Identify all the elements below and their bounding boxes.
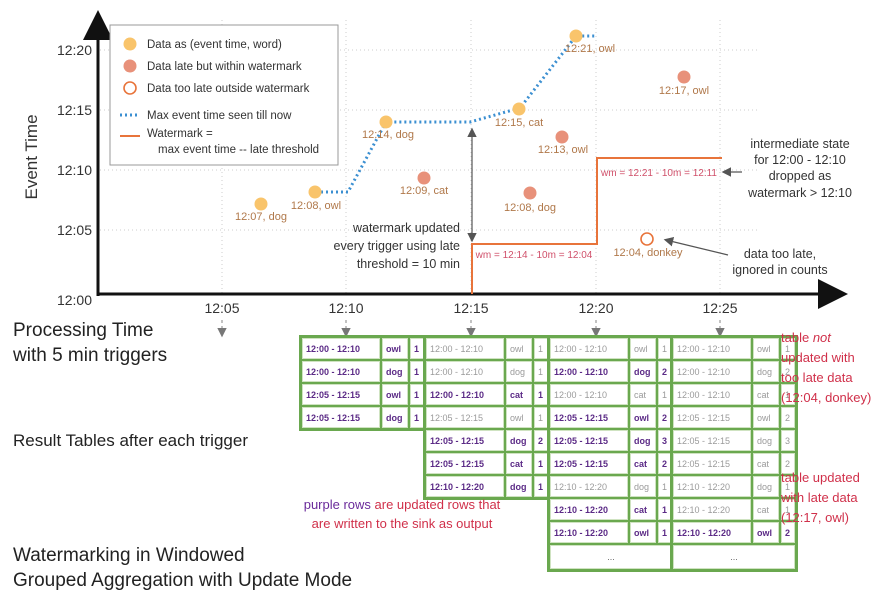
table-row: 12:10 - 12:20 cat 1 [550, 499, 672, 520]
result-table-12-25: 12:00 - 12:10 owl 1 12:00 - 12:10 dog 2 12:0… [670, 335, 798, 572]
point-label: 12:13, owl [538, 144, 588, 156]
point-label: 12:08, dog [504, 202, 556, 214]
wm-updated-note: every trigger using late [334, 239, 461, 253]
table-row: 12:05 - 12:15 dog 1 [302, 407, 424, 428]
table-row: 12:10 - 12:20 owl 2 [673, 522, 795, 543]
x-tick: 12:15 [453, 300, 488, 316]
diagram-title: Watermarking in Windowed Grouped Aggrega… [13, 545, 353, 591]
table-row: 12:05 - 12:15 dog 2 [426, 430, 548, 451]
point-12-21-owl [569, 29, 583, 43]
legend-max-event: Max event time seen till now [147, 110, 292, 122]
table-row: 12:05 - 12:15 owl 2 [550, 407, 672, 428]
purple-rows-note: purple rows are updated rows that are wr… [303, 497, 501, 531]
table-row: 12:10 - 12:20 dog 1 [550, 476, 672, 497]
points [254, 29, 691, 246]
table-row: 12:00 - 12:10 cat 1 [550, 384, 672, 405]
table-row: 12:05 - 12:15 owl 1 [426, 407, 548, 428]
point-12-09-cat [417, 171, 431, 185]
table-row: 12:05 - 12:15 owl 2 [673, 407, 795, 428]
y-tick: 12:20 [57, 42, 92, 58]
table-row: 12:05 - 12:15 dog 3 [673, 430, 795, 451]
legend: Data as (event time, word) Data late but… [109, 24, 339, 166]
table-row: 12:10 - 12:20 cat 1 [673, 499, 795, 520]
too-late-arrow [663, 237, 729, 256]
point-12-08-dog [523, 186, 537, 200]
table-row-ellipsis: ... [673, 545, 795, 569]
result-table-12-20: 12:00 - 12:10 owl 1 12:00 - 12:10 dog 2 12:0… [547, 335, 675, 572]
table-row: 12:05 - 12:15 cat 2 [673, 453, 795, 474]
y-tick: 12:00 [57, 292, 92, 308]
x-tick: 12:10 [328, 300, 363, 316]
y-axis-label: Event Time [22, 114, 41, 199]
intermediate-note: dropped as [769, 169, 832, 183]
table-row: 12:00 - 12:10 dog 2 [550, 361, 672, 382]
max-event-time-line [316, 34, 596, 194]
intermediate-note: intermediate state [750, 137, 849, 151]
table-row: 12:00 - 12:10 dog 1 [302, 361, 424, 382]
intermediate-note: watermark > 12:10 [747, 186, 852, 200]
table-row: 12:05 - 12:15 dog 3 [550, 430, 672, 451]
wm-updated-note: threshold = 10 min [357, 257, 460, 271]
table-row-ellipsis: ... [550, 545, 672, 569]
table-row: 12:05 - 12:15 cat 1 [426, 453, 548, 474]
wm-updated-note: watermark updated [352, 221, 460, 235]
table-row: 12:05 - 12:15 owl 1 [302, 384, 424, 405]
legend-too-late: Data too late outside watermark [147, 83, 310, 95]
point-12-17-owl [677, 70, 691, 84]
point-label: 12:07, dog [235, 211, 287, 223]
result-tables-caption: Result Tables after each trigger [13, 431, 248, 450]
point-12-14-dog [379, 115, 393, 129]
legend-watermark: Watermark = [147, 128, 213, 140]
legend-late: Data late but within watermark [147, 61, 302, 73]
point-12-04-donkey [640, 232, 654, 246]
table-row: 12:00 - 12:10 owl 1 [302, 338, 424, 359]
too-late-note: ignored in counts [732, 263, 827, 277]
x-tick: 12:25 [702, 300, 737, 316]
point-label: 12:09, cat [400, 185, 448, 197]
table-row: 12:00 - 12:10 cat 1 [426, 384, 548, 405]
not-updated-note: table not updated with too late data (12… [781, 330, 872, 405]
updated-note: table updated with late data (12:17, owl… [781, 470, 860, 525]
point-label: 12:14, dog [362, 129, 414, 141]
point-label: 12:21, owl [565, 43, 615, 55]
result-table-12-15: 12:00 - 12:10 owl 1 12:00 - 12:10 dog 1 12:0… [423, 335, 551, 500]
watermark-label-1: wm = 12:14 - 10m = 12:04 [475, 250, 593, 261]
table-row: 12:10 - 12:20 owl 1 [550, 522, 672, 543]
trigger-interval-label: with 5 min triggers [13, 345, 168, 366]
table-row: 12:05 - 12:15 cat 2 [550, 453, 672, 474]
legend-data: Data as (event time, word) [147, 39, 282, 51]
point-12-08-owl [308, 185, 322, 199]
watermark-label-2: wm = 12:21 - 10m = 12:11 [600, 168, 717, 179]
y-tick: 12:15 [57, 102, 92, 118]
result-table-12-10: 12:00 - 12:10 owl 1 12:00 - 12:10 dog 1 12:0… [299, 335, 427, 431]
table-row: 12:00 - 12:10 owl 1 [426, 338, 548, 359]
table-row: 12:00 - 12:10 dog 1 [426, 361, 548, 382]
x-tick: 12:20 [578, 300, 613, 316]
watermark-line [471, 157, 722, 294]
table-row: 12:10 - 12:20 dog 1 [426, 476, 548, 497]
y-tick: 12:10 [57, 162, 92, 178]
y-tick: 12:05 [57, 222, 92, 238]
legend-watermark-formula: max event time -- late threshold [158, 144, 319, 156]
point-label: 12:04, donkey [613, 247, 683, 259]
point-12-15-cat [512, 102, 526, 116]
table-row: 12:00 - 12:10 owl 1 [673, 338, 795, 359]
table-row: 12:10 - 12:20 dog 1 [673, 476, 795, 497]
table-row: 12:00 - 12:10 dog 2 [673, 361, 795, 382]
processing-time-label: Processing Time [13, 320, 154, 341]
table-row: 12:00 - 12:10 cat 1 [673, 384, 795, 405]
point-12-13-owl [555, 130, 569, 144]
point-label: 12:15, cat [495, 117, 543, 129]
intermediate-note: for 12:00 - 12:10 [754, 153, 846, 167]
table-row: 12:00 - 12:10 owl 1 [550, 338, 672, 359]
point-label: 12:08, owl [291, 200, 341, 212]
point-label: 12:17, owl [659, 85, 709, 97]
too-late-note: data too late, [744, 247, 816, 261]
x-tick: 12:05 [204, 300, 239, 316]
point-12-07-dog [254, 197, 268, 211]
